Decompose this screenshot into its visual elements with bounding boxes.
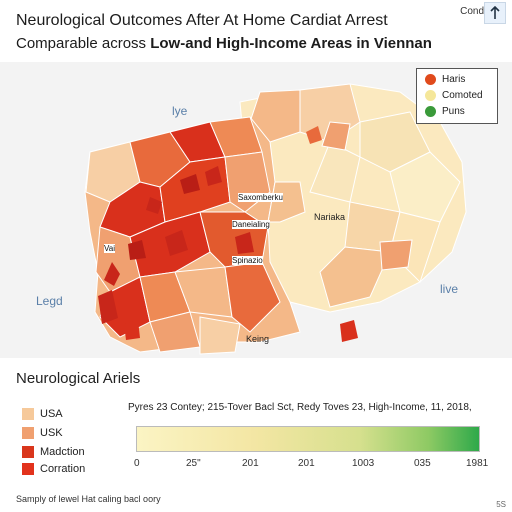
legend-item: Comoted [417, 87, 497, 103]
category-swatch [22, 446, 34, 458]
map-label-district-d: Spinazio [232, 256, 263, 265]
category-label: USK [40, 427, 63, 439]
legend-item: Haris [417, 71, 497, 87]
legend-item: Puns [417, 103, 497, 119]
legend-label: Puns [442, 105, 465, 117]
legend-swatch [425, 89, 436, 101]
scale-tick: 035 [414, 458, 431, 469]
map-title: Neurological Outcomes After At Home Card… [16, 12, 388, 29]
choropleth-map [84, 83, 467, 355]
map-label-district-b: Daneialing [232, 220, 270, 229]
map-label-lye: lye [172, 104, 188, 118]
map-label-legd: Legd [36, 294, 63, 308]
map-label-district-c: Vai [104, 244, 115, 253]
category-swatch [22, 408, 34, 420]
map-label-district-a: Saxomberku [238, 193, 283, 202]
category-item: USA [22, 408, 63, 420]
corner-label[interactable]: Cond [460, 6, 484, 17]
scale-tick: 0 [134, 458, 140, 469]
category-label: Madction [40, 446, 85, 458]
category-item: USK [22, 427, 63, 439]
corner-mark: 5S [496, 500, 506, 509]
legend-label: Comoted [442, 89, 483, 101]
scale-tick: 1981 [466, 458, 489, 469]
footer-note: Samply of lewel Hat caling bacl oory [16, 494, 161, 504]
legend-swatch [425, 73, 436, 85]
map-label-live: live [440, 282, 459, 296]
legend-label: Haris [442, 73, 466, 85]
map-label-keing: Keing [246, 334, 270, 344]
scale-tick: 1003 [352, 458, 375, 469]
category-item: Madction [22, 446, 85, 458]
scale-tick: 25" [186, 458, 201, 469]
map-subtitle: Comparable across Low-and High-Income Ar… [16, 35, 432, 52]
category-label: USA [40, 408, 63, 420]
category-swatch [22, 463, 34, 475]
color-scale-bar [136, 426, 480, 452]
legend-swatch [425, 105, 436, 117]
scale-tick: 201 [242, 458, 259, 469]
category-item: Corration [22, 463, 85, 475]
panel-title: Neurological Ariels [16, 370, 141, 387]
map-label-nariaka: Nariaka [314, 212, 346, 222]
pin-icon[interactable] [484, 2, 506, 24]
category-swatch [22, 427, 34, 439]
map-legend: Haris Comoted Puns [416, 68, 498, 124]
scale-caption: Pyres 23 Contey; 215-Tover Bacl Sct, Red… [128, 402, 472, 413]
category-label: Corration [40, 463, 86, 475]
scale-tick: 201 [298, 458, 315, 469]
